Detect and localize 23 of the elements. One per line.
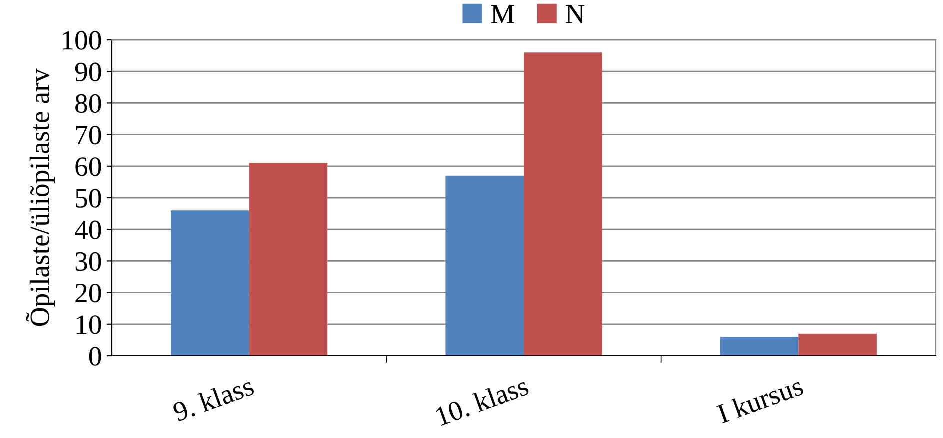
x-tick-label: 9. klass	[172, 376, 256, 422]
y-tick-label: 100	[63, 31, 102, 50]
y-tick-label: 40	[75, 220, 102, 240]
y-tick-label: 50	[76, 189, 102, 208]
legend-label: M	[491, 5, 514, 24]
x-tick-label: I kursus	[716, 376, 804, 424]
x-tick-label: 10. klass	[434, 376, 530, 426]
bar	[446, 176, 524, 356]
legend-label: N	[566, 5, 585, 24]
y-tick-label: 10	[76, 316, 102, 334]
y-tick-label: 80	[76, 94, 102, 114]
y-tick-label: 0	[89, 347, 102, 366]
y-tick-label: 90	[75, 62, 102, 82]
bar	[720, 337, 799, 356]
bar	[798, 334, 877, 356]
bar	[524, 52, 602, 356]
bar	[171, 210, 250, 356]
y-axis-title: Õpilaste/üliõpilaste arv	[26, 68, 56, 326]
y-tick-label: 20	[76, 284, 102, 303]
y-tick-label: 30	[76, 252, 102, 272]
y-tick-label: 60	[76, 158, 102, 176]
bar	[249, 163, 328, 356]
y-tick-label: 70	[76, 126, 102, 145]
